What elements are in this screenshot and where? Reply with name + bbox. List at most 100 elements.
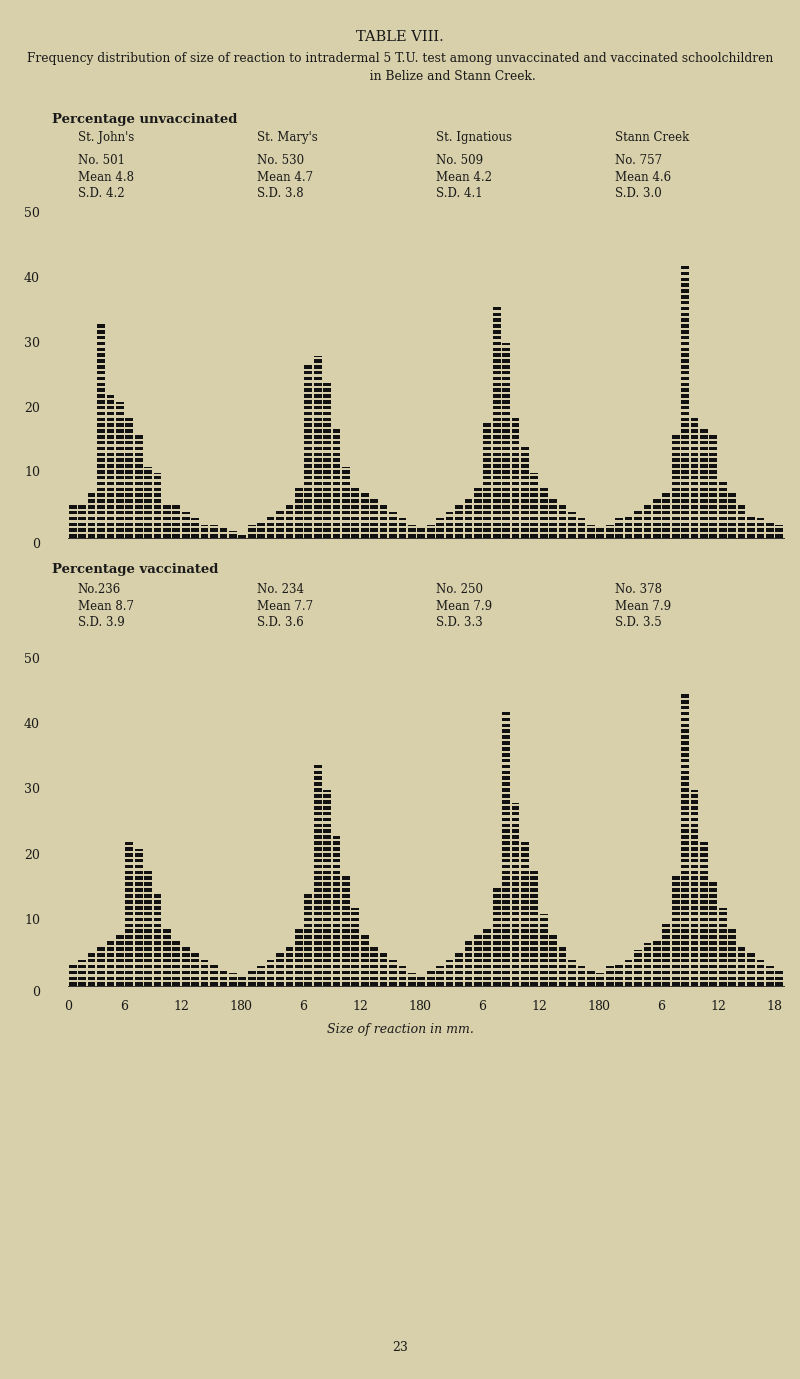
Bar <box>550 953 557 957</box>
Bar <box>351 980 359 982</box>
Bar <box>587 982 594 986</box>
Bar <box>323 794 331 797</box>
Bar <box>672 499 679 503</box>
Bar <box>502 447 510 451</box>
Bar <box>728 957 736 958</box>
Bar <box>314 456 322 458</box>
Bar <box>78 534 86 538</box>
Bar <box>380 527 387 528</box>
Bar <box>465 534 472 538</box>
Bar <box>314 910 322 912</box>
Bar <box>106 947 114 950</box>
Bar <box>728 929 736 934</box>
Bar <box>144 503 152 505</box>
Bar <box>775 534 783 538</box>
Bar <box>700 499 708 503</box>
Bar <box>154 974 162 976</box>
Bar <box>682 976 689 980</box>
Bar <box>106 415 114 418</box>
Bar <box>446 960 454 963</box>
Bar <box>201 976 209 980</box>
Bar <box>512 456 519 458</box>
Bar <box>502 953 510 957</box>
Bar <box>314 957 322 958</box>
Bar <box>173 517 180 520</box>
Bar <box>295 527 302 528</box>
Bar <box>587 980 594 982</box>
Bar <box>173 968 180 971</box>
Bar <box>78 527 86 528</box>
Bar <box>436 528 444 532</box>
Bar <box>191 980 199 982</box>
Bar <box>106 528 114 532</box>
Bar <box>116 429 124 433</box>
Bar <box>719 514 726 517</box>
Bar <box>97 360 105 363</box>
Bar <box>126 418 133 421</box>
Bar <box>351 910 359 912</box>
Bar <box>97 405 105 410</box>
Bar <box>493 927 501 929</box>
Bar <box>700 473 708 476</box>
Bar <box>682 421 689 423</box>
Bar <box>304 523 312 527</box>
Bar <box>474 494 482 496</box>
Bar <box>512 859 519 862</box>
Bar <box>747 532 755 534</box>
Bar <box>540 942 548 945</box>
Bar <box>728 510 736 514</box>
Bar <box>672 924 679 927</box>
Bar <box>173 953 180 957</box>
Bar <box>483 929 491 934</box>
Bar <box>700 476 708 480</box>
Bar <box>502 971 510 974</box>
Bar <box>106 974 114 976</box>
Bar <box>690 517 698 520</box>
Bar <box>333 888 340 892</box>
Bar <box>134 467 142 470</box>
Bar <box>606 532 614 534</box>
Bar <box>323 963 331 965</box>
Bar <box>191 976 199 980</box>
Bar <box>690 874 698 877</box>
Bar <box>134 485 142 488</box>
Bar <box>304 456 312 458</box>
Bar <box>775 974 783 976</box>
Bar <box>314 912 322 916</box>
Bar <box>738 534 746 538</box>
Bar <box>323 412 331 415</box>
Bar <box>436 519 444 520</box>
Bar <box>97 375 105 376</box>
Bar <box>173 974 180 976</box>
Bar <box>342 916 350 917</box>
Bar <box>446 976 454 980</box>
Bar <box>738 968 746 971</box>
Bar <box>314 903 322 906</box>
Bar <box>747 965 755 968</box>
Bar <box>465 958 472 963</box>
Bar <box>682 334 689 336</box>
Text: 6: 6 <box>658 1000 666 1012</box>
Bar <box>418 534 425 538</box>
Bar <box>69 965 77 968</box>
Bar <box>672 921 679 924</box>
Bar <box>710 892 718 894</box>
Bar <box>643 520 651 523</box>
Bar <box>361 494 369 496</box>
Bar <box>97 336 105 339</box>
Bar <box>304 528 312 532</box>
Bar <box>116 427 124 429</box>
Bar <box>558 506 566 509</box>
Bar <box>682 870 689 874</box>
Bar <box>304 458 312 462</box>
Bar <box>502 510 510 514</box>
Bar <box>512 415 519 418</box>
Bar <box>258 980 265 982</box>
Bar <box>521 476 529 480</box>
Bar <box>682 797 689 800</box>
Bar <box>126 982 133 986</box>
Bar <box>550 534 557 538</box>
Bar <box>719 503 726 505</box>
Bar <box>493 892 501 894</box>
Bar <box>682 859 689 862</box>
